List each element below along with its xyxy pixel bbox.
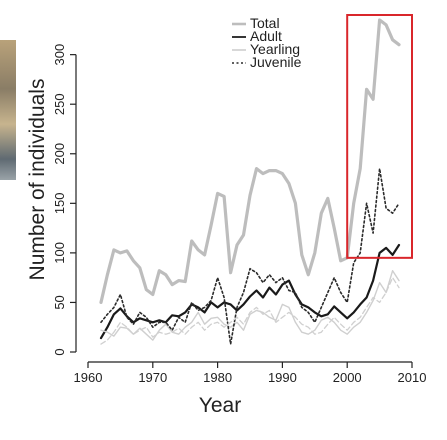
y-tick-label: 0 bbox=[52, 348, 67, 355]
legend-label: Juvenile bbox=[250, 54, 302, 70]
y-tick-label: 100 bbox=[52, 242, 67, 264]
y-tick-label: 300 bbox=[52, 44, 67, 66]
highlight-box bbox=[346, 14, 414, 259]
legend-label: Total bbox=[250, 15, 280, 31]
x-tick-label: 2000 bbox=[333, 370, 362, 385]
series-line-juvenile bbox=[100, 167, 400, 345]
legend-label: Yearling bbox=[250, 41, 300, 57]
x-tick-label: 2010 bbox=[398, 370, 427, 385]
x-tick-label: 1990 bbox=[268, 370, 297, 385]
legend-label: Adult bbox=[250, 28, 282, 44]
series-line-yearling bbox=[100, 270, 400, 341]
photo-thumbnail-fragment bbox=[0, 40, 16, 180]
x-tick-label: 1960 bbox=[74, 370, 103, 385]
x-tick-label: 1980 bbox=[203, 370, 232, 385]
x-tick-label: 1970 bbox=[138, 370, 167, 385]
x-axis-title: Year bbox=[199, 394, 241, 417]
y-tick-label: 250 bbox=[52, 93, 67, 115]
series-line-total bbox=[99, 18, 401, 304]
y-axis-title: Number of individuals bbox=[26, 79, 49, 281]
y-tick-label: 200 bbox=[52, 143, 67, 165]
series-line-unlabeled bbox=[100, 277, 400, 345]
y-tick-label: 150 bbox=[52, 192, 67, 214]
series-line-adult bbox=[99, 243, 401, 340]
y-tick-label: 50 bbox=[52, 295, 67, 309]
